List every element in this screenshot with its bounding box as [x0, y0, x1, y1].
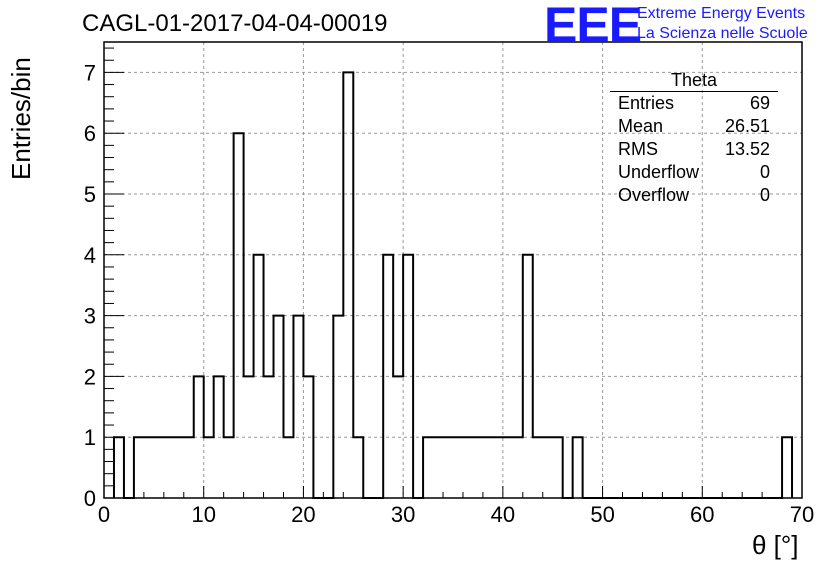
- stats-label: Mean: [618, 116, 664, 136]
- stats-header: Theta: [610, 70, 778, 92]
- x-tick-label: 30: [391, 502, 415, 527]
- x-tick-label: 40: [491, 502, 515, 527]
- y-tick-label: 3: [84, 304, 96, 329]
- stats-row-rms: RMS 13.52: [610, 138, 778, 161]
- stats-row-overflow: Overflow 0: [610, 184, 778, 207]
- logo-line-2: La Scienza nelle Scuole: [637, 25, 808, 42]
- y-tick-label: 1: [84, 425, 96, 450]
- stats-row-mean: Mean 26.51: [610, 115, 778, 138]
- y-tick-label: 6: [84, 121, 96, 146]
- x-axis-label: θ [°]: [752, 530, 799, 560]
- stats-value: 69: [749, 93, 770, 113]
- y-tick-label: 4: [84, 243, 96, 268]
- y-tick-label: 7: [84, 60, 96, 85]
- y-tick-label: 5: [84, 182, 96, 207]
- stats-label: Underflow: [618, 162, 700, 182]
- eee-logo: EEE: [544, 0, 642, 53]
- x-tick-label: 0: [98, 502, 110, 527]
- x-tick-label: 70: [790, 502, 814, 527]
- stats-label: Entries: [618, 93, 675, 113]
- stats-row-underflow: Underflow 0: [610, 161, 778, 184]
- x-tick-label: 10: [191, 502, 215, 527]
- x-tick-label: 60: [690, 502, 714, 527]
- stats-box: Theta Entries 69 Mean 26.51 RMS 13.52 Un…: [610, 70, 778, 207]
- stats-value: 13.52: [724, 139, 770, 159]
- y-axis-label: Entries/bin: [6, 57, 36, 180]
- stats-label: Overflow: [618, 185, 690, 205]
- x-tick-label: 20: [291, 502, 315, 527]
- plot-frame: [103, 41, 803, 499]
- stats-value: 0: [759, 185, 770, 205]
- stats-value: 0: [759, 162, 770, 182]
- x-tick-label: 50: [590, 502, 614, 527]
- stats-value: 26.51: [724, 116, 770, 136]
- stats-row-entries: Entries 69: [610, 92, 778, 115]
- stats-label: RMS: [618, 139, 658, 159]
- y-tick-label: 0: [84, 486, 96, 511]
- logo-line-1: Extreme Energy Events: [637, 5, 806, 22]
- chart-title: CAGL-01-2017-04-04-00019: [82, 10, 388, 37]
- y-tick-label: 2: [84, 364, 96, 389]
